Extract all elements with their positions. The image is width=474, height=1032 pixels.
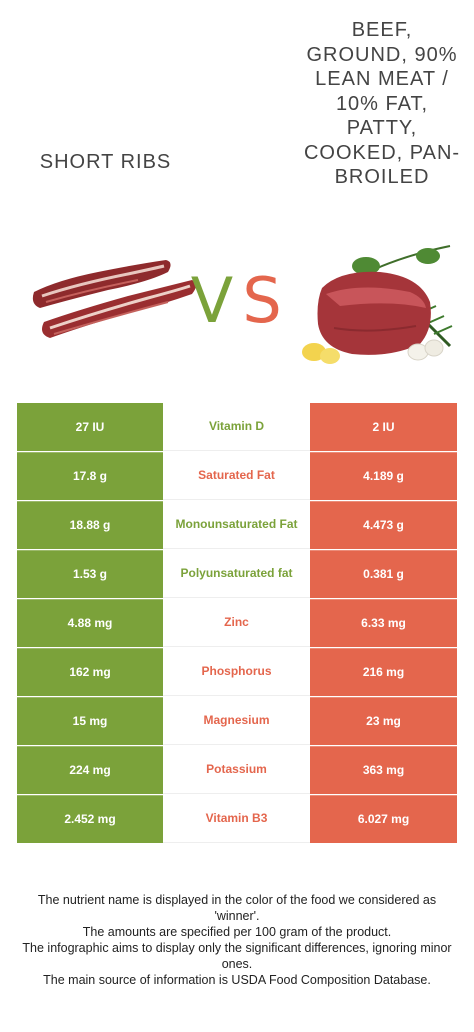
right-value: 6.027 mg [310, 795, 457, 843]
right-value: 216 mg [310, 648, 457, 696]
rib-strip-upper [32, 260, 171, 308]
table-row: 15 mg Magnesium 23 mg [17, 697, 457, 746]
garlic-cloves [302, 339, 444, 364]
footnote-line: The infographic aims to display only the… [22, 941, 452, 971]
food-left-title: SHORT RIBS [39, 151, 172, 173]
table-row: 224 mg Potassium 363 mg [17, 746, 457, 795]
beef-block [317, 271, 431, 355]
left-value: 17.8 g [17, 452, 163, 500]
table-row: 18.88 g Monounsaturated Fat 4.473 g [17, 501, 457, 550]
left-value: 224 mg [17, 746, 163, 794]
nutrient-name: Polyunsaturated fat [163, 550, 310, 598]
left-value: 15 mg [17, 697, 163, 745]
footnote-line: The main source of information is USDA F… [43, 973, 431, 987]
nutrient-name: Phosphorus [163, 648, 310, 696]
nutrient-name: Vitamin D [163, 403, 310, 451]
nutrient-name: Potassium [163, 746, 310, 794]
footnote-line: The amounts are specified per 100 gram o… [82, 925, 392, 939]
rib-strip-lower [42, 280, 196, 338]
footnote: The nutrient name is displayed in the co… [20, 892, 454, 988]
vs-letter-s: S [242, 264, 281, 332]
vs-letter-v: V [191, 264, 233, 332]
table-row: 4.88 mg Zinc 6.33 mg [17, 599, 457, 648]
ground-beef-image [302, 245, 453, 364]
table-row: 1.53 g Polyunsaturated fat 0.381 g [17, 550, 457, 599]
nutrient-name: Zinc [163, 599, 310, 647]
left-value: 162 mg [17, 648, 163, 696]
right-value: 2 IU [310, 403, 457, 451]
left-value: 2.452 mg [17, 795, 163, 843]
nutrient-name: Saturated Fat [163, 452, 310, 500]
right-value: 23 mg [310, 697, 457, 745]
nutrient-name: Vitamin B3 [163, 795, 310, 843]
table-row: 17.8 g Saturated Fat 4.189 g [17, 452, 457, 501]
left-value: 27 IU [17, 403, 163, 451]
left-value: 18.88 g [17, 501, 163, 549]
short-ribs-image [32, 260, 196, 338]
food-right-title: BEEF, GROUND, 90% LEAN MEAT / 10% FAT, P… [303, 19, 461, 188]
table-row: 2.452 mg Vitamin B3 6.027 mg [17, 795, 457, 844]
nutrient-name: Magnesium [163, 697, 310, 745]
footnote-line: The nutrient name is displayed in the co… [37, 893, 437, 923]
right-value: 4.189 g [310, 452, 457, 500]
left-value: 4.88 mg [17, 599, 163, 647]
right-value: 0.381 g [310, 550, 457, 598]
right-value: 6.33 mg [310, 599, 457, 647]
nutrient-name: Monounsaturated Fat [163, 501, 310, 549]
right-value: 4.473 g [310, 501, 457, 549]
left-value: 1.53 g [17, 550, 163, 598]
table-row: 162 mg Phosphorus 216 mg [17, 648, 457, 697]
vs-mark: V S [191, 264, 282, 332]
right-value: 363 mg [310, 746, 457, 794]
